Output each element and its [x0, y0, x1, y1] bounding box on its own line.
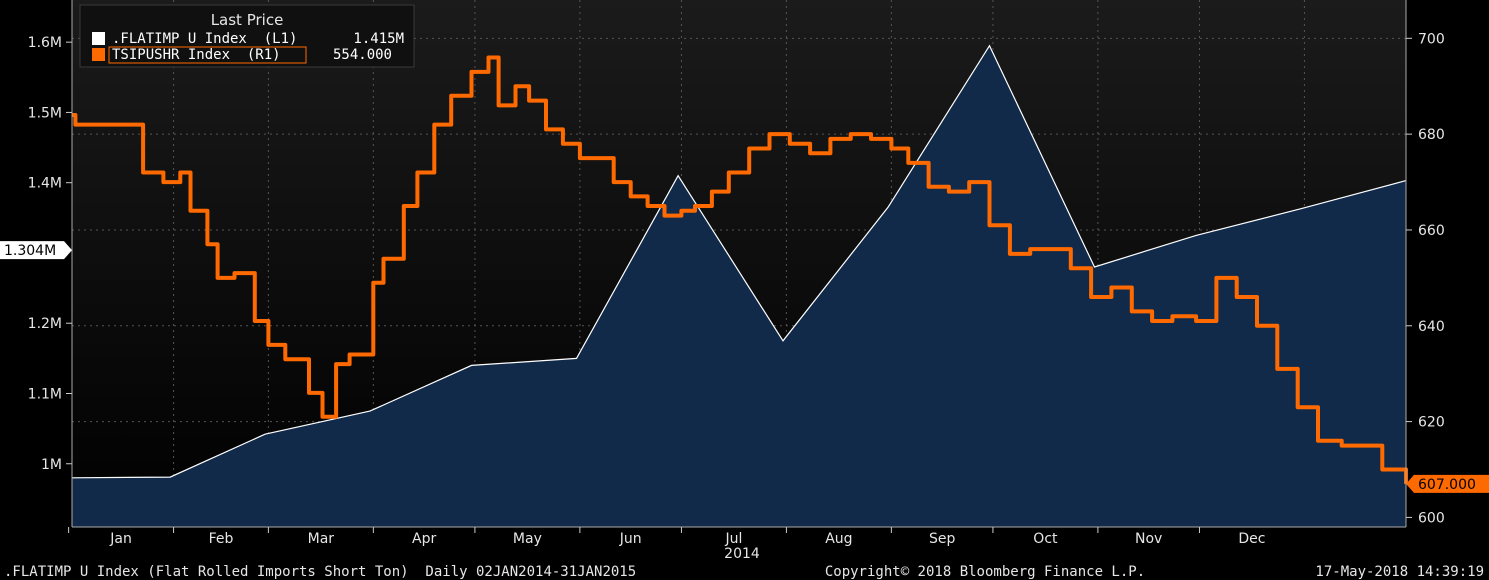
flatimp-area-layer — [71, 44, 1407, 527]
legend-swatch-tsipushr — [92, 48, 105, 61]
x-tick-label: Mar — [308, 531, 335, 547]
left-tick-label: 1.5M — [28, 105, 62, 121]
right-tick-label: 620 — [1418, 415, 1445, 431]
left-tick-label: 1.6M — [28, 35, 62, 51]
left-tick-label: 1M — [41, 457, 62, 473]
right-tick-label: 660 — [1418, 223, 1445, 239]
x-tick-label: Dec — [1238, 531, 1265, 547]
tsipushr-marker-shape — [1406, 474, 1489, 493]
left-tick-label: 1.2M — [28, 316, 62, 332]
flatimp-marker-shape — [0, 241, 72, 260]
flatimp-area-fill — [72, 45, 1406, 527]
x-tick-label: Apr — [412, 531, 436, 547]
footer-description: .FLATIMP U Index (Flat Rolled Imports Sh… — [4, 564, 636, 580]
x-tick-label: Feb — [209, 531, 234, 547]
legend-value-flatimp: 1.415M — [353, 31, 404, 47]
right-tick-label: 700 — [1418, 31, 1445, 47]
x-tick-label: Sep — [929, 531, 956, 547]
x-axis-year-label: 2014 — [724, 546, 760, 562]
right-tick-label: 600 — [1418, 510, 1445, 526]
tsipushr-marker-label: 607.000 — [1418, 477, 1476, 493]
legend-box — [79, 4, 415, 68]
legend-entry-flatimp: .FLATIMP U Index (L1) — [112, 31, 297, 47]
flatimp-line — [71, 44, 1407, 479]
flatimp-marker: 1.304M — [0, 241, 72, 259]
tsipushr-line — [72, 55, 1408, 484]
right-axis-ticks: 600 620 640 660 680 700 — [1406, 31, 1445, 526]
tsipushr-line-layer — [72, 55, 1408, 484]
footer-copyright: Copyright© 2018 Bloomberg Finance L.P. — [825, 564, 1145, 580]
right-tick-label: 640 — [1418, 319, 1445, 335]
legend: Last Price .FLATIMP U Index (L1) 1.415M … — [79, 4, 415, 68]
right-tick-label: 680 — [1418, 127, 1445, 143]
x-tick-label: Jun — [619, 531, 642, 547]
legend-value-tsipushr: 554.000 — [333, 47, 392, 63]
legend-highlight-tsipushr — [108, 46, 307, 64]
left-tick-label: 1.1M — [28, 386, 62, 402]
axes — [71, 0, 1407, 528]
legend-swatch-flatimp — [92, 32, 105, 45]
x-tick-label: Jan — [109, 531, 132, 547]
flatimp-marker-label: 1.304M — [4, 243, 56, 259]
x-tick-label: Nov — [1135, 531, 1162, 547]
left-axis-ticks: 1M 1.1M 1.2M 1.4M 1.5M 1.6M — [28, 35, 72, 473]
legend-entry-tsipushr: TSIPUSHR Index (R1) — [112, 47, 281, 63]
x-tick-label: Aug — [825, 531, 852, 547]
footer-timestamp: 17-May-2018 14:39:19 — [1315, 564, 1484, 580]
x-tick-label: Oct — [1033, 531, 1058, 547]
x-axis-ticks: Jan Feb Mar Apr May Jun Jul Aug Sep Oct Nov Dec — [68, 527, 1265, 547]
legend-title: Last Price — [211, 11, 284, 29]
left-tick-label: 1.4M — [28, 176, 62, 192]
tsipushr-marker: 607.000 — [1406, 474, 1489, 493]
x-tick-label: Jul — [724, 531, 742, 547]
x-tick-label: May — [513, 531, 542, 547]
